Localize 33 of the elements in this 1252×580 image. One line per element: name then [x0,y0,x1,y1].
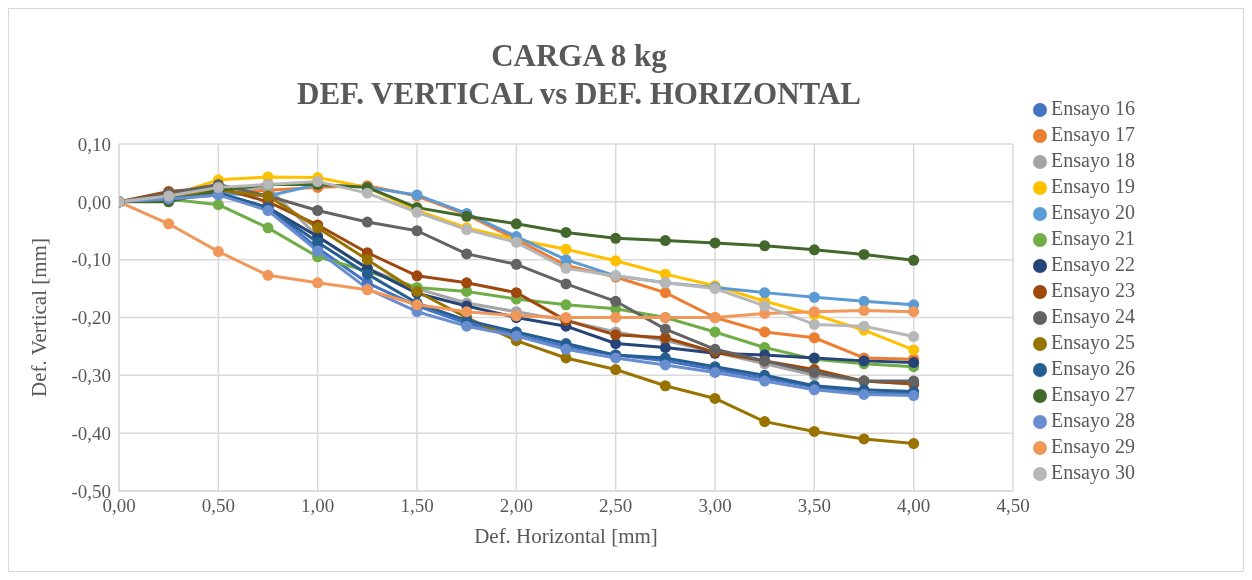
x-tick-label: 1,00 [301,495,335,517]
y-tick-label: -0,20 [71,307,111,329]
y-tick-label: -0,10 [71,249,111,271]
legend-label: Ensayo 27 [1051,383,1135,405]
x-tick-label: 4,00 [897,495,931,517]
x-axis-title: Def. Horizontal [mm] [474,524,658,548]
legend-label: Ensayo 25 [1051,331,1135,353]
legend-label: Ensayo 16 [1051,97,1135,119]
legend-label: Ensayo 22 [1051,253,1135,275]
legend-label: Ensayo 26 [1051,357,1135,379]
legend-label: Ensayo 17 [1051,123,1135,145]
x-tick-label: 1,50 [400,495,434,517]
chart-title: CARGA 8 kg DEF. VERTICAL vs DEF. HORIZONTAL [296,37,862,113]
legend-label: Ensayo 20 [1051,201,1135,223]
y-tick-label: 0,10 [77,133,111,155]
legend-label: Ensayo 21 [1051,227,1135,249]
legend-label: Ensayo 24 [1051,305,1135,327]
legend-label: Ensayo 19 [1051,175,1135,197]
y-tick-label: -0,30 [71,365,111,387]
legend-label: Ensayo 18 [1051,149,1135,171]
legend-label: Ensayo 30 [1051,461,1135,483]
x-tick-label: 2,50 [599,495,633,517]
x-tick-label: 3,00 [698,495,732,517]
legend-label: Ensayo 29 [1051,435,1135,457]
x-tick-label: 0,50 [201,495,235,517]
legend-label: Ensayo 28 [1051,409,1135,431]
x-tick-label: 2,00 [499,495,533,517]
y-tick-label: 0,00 [77,191,111,213]
y-axis-title: Def. Vertical [mm] [27,238,52,397]
legend-label: Ensayo 23 [1051,279,1135,301]
y-tick-label: -0,40 [71,422,111,444]
x-tick-label: 3,50 [797,495,831,517]
x-tick-label: 4,50 [996,495,1030,517]
